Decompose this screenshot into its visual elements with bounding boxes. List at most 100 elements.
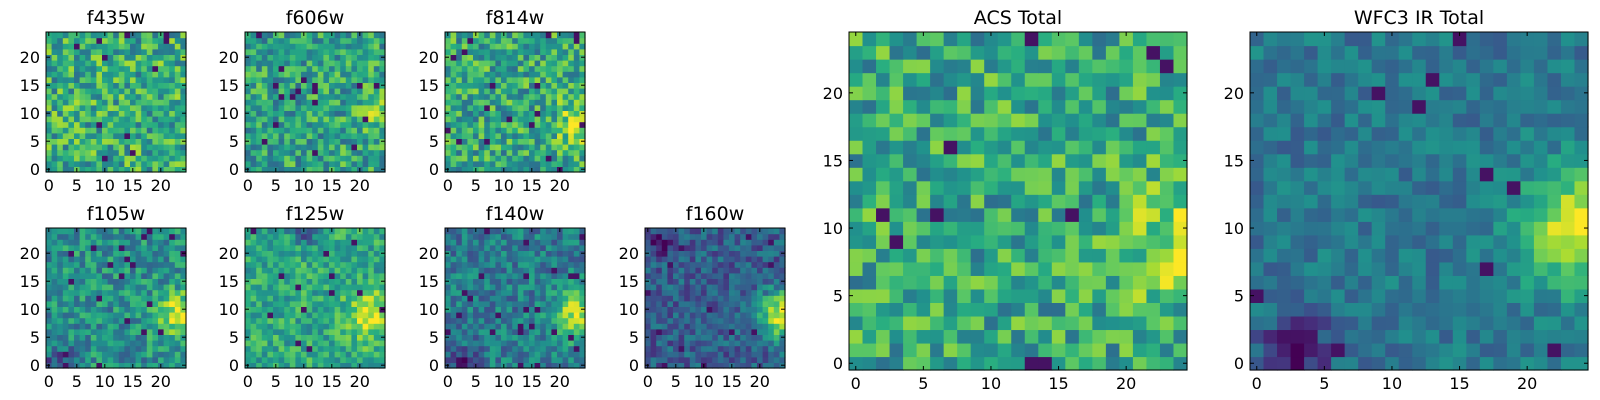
heatmap-cell — [1065, 207, 1080, 222]
heatmap-cell — [102, 244, 109, 251]
heatmap-cell — [1146, 329, 1161, 344]
heatmap-cell — [379, 160, 386, 167]
heatmap-cell — [768, 317, 775, 324]
heatmap-cell — [124, 261, 131, 268]
heatmap-cell — [51, 345, 58, 352]
heatmap-cell — [1038, 261, 1053, 276]
heatmap-cell — [461, 43, 468, 50]
heatmap-cell — [312, 306, 319, 313]
heatmap-cell — [478, 244, 485, 251]
heatmap-cell — [124, 138, 131, 145]
heatmap-cell — [762, 328, 769, 335]
heatmap-cell — [379, 261, 386, 268]
heatmap-cell — [768, 284, 775, 291]
heatmap-cell — [849, 180, 864, 195]
heatmap-cell — [96, 323, 103, 330]
heatmap-cell — [557, 261, 564, 268]
heatmap-cell — [245, 37, 252, 44]
heatmap-cell — [306, 32, 313, 39]
heatmap-cell — [997, 356, 1012, 371]
heatmap-cell — [267, 334, 274, 341]
heatmap-cell — [57, 32, 64, 39]
heatmap-cell — [573, 48, 580, 55]
heatmap-cell — [484, 60, 491, 67]
heatmap-cell — [135, 43, 142, 50]
heatmap-cell — [373, 250, 380, 257]
heatmap-cell — [141, 239, 148, 246]
heatmap-cell — [256, 362, 263, 369]
heatmap-cell — [957, 275, 972, 290]
heatmap-cell — [301, 116, 308, 123]
heatmap-cell — [306, 37, 313, 44]
heatmap-cell — [573, 144, 580, 151]
heatmap-cell — [540, 104, 547, 111]
heatmap-cell — [495, 54, 502, 61]
heatmap-cell — [751, 267, 758, 274]
heatmap-cell — [141, 345, 148, 352]
heatmap-cell — [762, 256, 769, 263]
heatmap-cell — [712, 340, 719, 347]
heatmap-cell — [107, 82, 114, 89]
heatmap-cell — [107, 267, 114, 274]
heatmap-cell — [568, 328, 575, 335]
heatmap-cell — [695, 272, 702, 279]
heatmap-cell — [273, 323, 280, 330]
heatmap-cell — [745, 244, 752, 251]
heatmap-cell — [306, 82, 313, 89]
heatmap-cell — [701, 267, 708, 274]
heatmap-cell — [135, 300, 142, 307]
heatmap-cell — [562, 239, 569, 246]
heatmap-cell — [96, 289, 103, 296]
heatmap-cell — [557, 127, 564, 134]
heatmap-cell — [278, 60, 285, 67]
heatmap-cell — [295, 351, 302, 358]
heatmap-cell — [557, 71, 564, 78]
heatmap-cell — [273, 317, 280, 324]
heatmap-cell — [373, 323, 380, 330]
heatmap-cell — [650, 340, 657, 347]
heatmap-cell — [62, 306, 69, 313]
heatmap-cell — [562, 244, 569, 251]
heatmap-cell — [512, 250, 519, 257]
heatmap-cell — [113, 132, 120, 139]
heatmap-cell — [706, 284, 713, 291]
heatmap-cell — [62, 65, 69, 72]
heatmap-cell — [334, 76, 341, 83]
heatmap-cell — [46, 116, 53, 123]
heatmap-cell — [495, 239, 502, 246]
heatmap-cell — [113, 256, 120, 263]
heatmap-cell — [545, 32, 552, 39]
heatmap-cell — [512, 54, 519, 61]
heatmap-cell — [501, 267, 508, 274]
heatmap-cell — [495, 127, 502, 134]
heatmap-cell — [278, 121, 285, 128]
heatmap-cell — [970, 329, 985, 344]
heatmap-cell — [762, 267, 769, 274]
heatmap-cell — [68, 160, 75, 167]
heatmap-cell — [256, 160, 263, 167]
heatmap-cell — [1065, 302, 1080, 317]
heatmap-cell — [289, 76, 296, 83]
heatmap-cell — [340, 37, 347, 44]
heatmap-cell — [368, 43, 375, 50]
heatmap-cell — [545, 244, 552, 251]
heatmap-cell — [573, 306, 580, 313]
heatmap-cell — [523, 340, 530, 347]
heatmap-cell — [90, 116, 97, 123]
heatmap-cell — [46, 48, 53, 55]
heatmap-cell — [102, 317, 109, 324]
heatmap-cell — [146, 278, 153, 285]
heatmap-cell — [130, 149, 137, 156]
heatmap-cell — [450, 256, 457, 263]
heatmap-cell — [90, 289, 97, 296]
heatmap-cell — [334, 48, 341, 55]
heatmap-cell — [751, 278, 758, 285]
x-tick-label: 20 — [151, 176, 171, 195]
heatmap-cell — [250, 351, 257, 358]
heatmap-cell — [1119, 167, 1134, 182]
heatmap-cell — [373, 228, 380, 235]
heatmap-cell — [141, 82, 148, 89]
heatmap-cell — [85, 155, 92, 162]
heatmap-cell — [289, 250, 296, 257]
heatmap-cell — [113, 144, 120, 151]
